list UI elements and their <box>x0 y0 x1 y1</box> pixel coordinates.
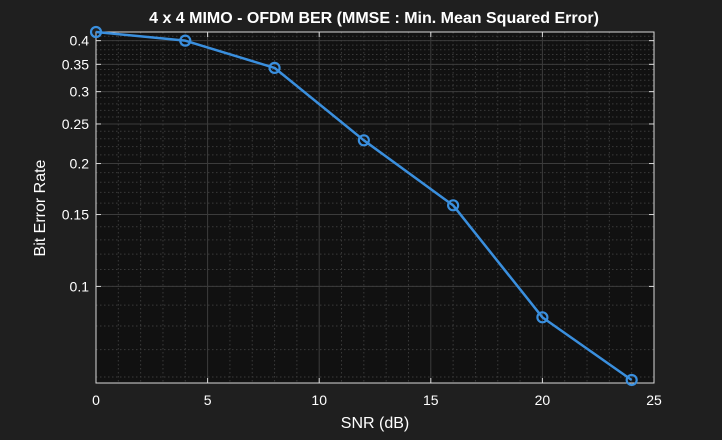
y-tick-label: 0.15 <box>62 207 89 223</box>
series-line <box>95 30 633 381</box>
axes-box <box>95 31 655 384</box>
axes-background <box>96 32 654 383</box>
x-tick-label: 15 <box>423 392 439 408</box>
x-axis-label: SNR (dB) <box>341 415 409 432</box>
y-tick-label: 0.2 <box>70 156 90 172</box>
x-tick-label: 5 <box>204 392 212 408</box>
data-point-marker <box>536 311 549 324</box>
y-tick-label: 0.4 <box>70 33 90 49</box>
grid-layer <box>95 31 655 383</box>
x-tick-label: 20 <box>535 392 551 408</box>
y-tick-label: 0.1 <box>70 278 90 294</box>
y-tick-label: 0.25 <box>62 116 89 132</box>
data-point-marker <box>179 34 192 47</box>
x-tick-label: 25 <box>646 392 662 408</box>
data-point-marker <box>357 134 370 147</box>
y-tick-label: 0.3 <box>70 84 90 100</box>
y-tick-label: 0.35 <box>62 56 89 72</box>
data-point-marker <box>268 61 281 75</box>
y-axis-label: Bit Error Rate <box>32 159 49 256</box>
axis-layer: 0 5 10 15 20 25 0.1 0.15 0.2 0.25 0.3 0.35 0.4 <box>62 31 662 408</box>
data-point-marker <box>89 25 103 39</box>
chart-title: 4 x 4 MIMO - OFDM BER (MMSE : Min. Mean … <box>149 10 599 27</box>
data-point-marker <box>447 199 460 212</box>
x-tick-label: 0 <box>92 392 100 408</box>
data-point-marker <box>625 373 638 387</box>
series-layer <box>89 25 638 387</box>
x-tick-label: 10 <box>311 392 327 408</box>
